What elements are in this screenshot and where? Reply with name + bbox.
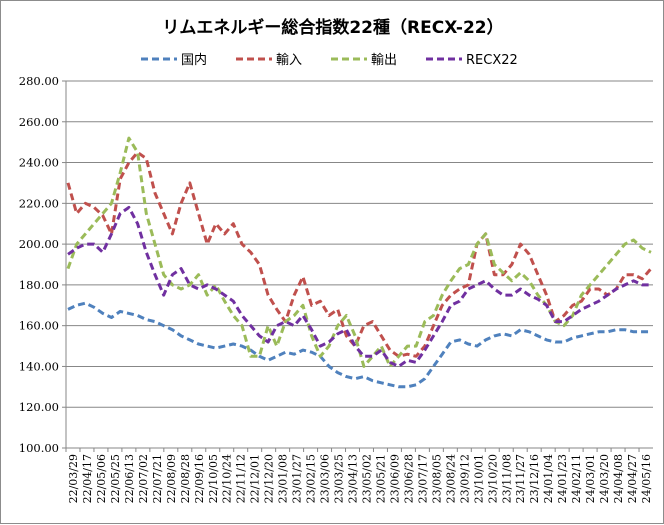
x-tick-label: 23/05/21 <box>374 454 387 503</box>
x-tick-label: 22/06/13 <box>123 454 136 503</box>
x-tick-label: 24/02/11 <box>570 454 583 503</box>
x-tick-label: 22/12/01 <box>249 454 262 503</box>
x-tick-label: 23/08/05 <box>430 454 443 503</box>
x-tick-label: 24/03/20 <box>598 454 611 503</box>
legend: 国内 輸入 輸出 RECX22 <box>141 52 518 68</box>
series-lines <box>66 136 653 389</box>
x-tick-label: 22/09/16 <box>193 454 206 503</box>
x-tick-label: 24/03/01 <box>584 454 597 503</box>
x-tick-label: 22/05/06 <box>95 454 108 503</box>
x-tick-label: 23/05/02 <box>360 454 373 503</box>
x-tick-label: 24/04/08 <box>612 454 625 503</box>
x-tick-label: 23/10/20 <box>486 454 499 503</box>
series-line-0 <box>67 301 651 389</box>
chart-title: リムエネルギー総合指数22種（RECX-22） <box>162 17 503 38</box>
x-tick-label: 23/04/13 <box>347 454 360 503</box>
x-tick-label: 23/08/24 <box>444 454 457 503</box>
series-line-1 <box>66 150 653 358</box>
x-tick-label: 23/07/17 <box>416 454 429 503</box>
y-tick-label: 100.00 <box>19 441 59 455</box>
x-tick-label: 23/03/06 <box>319 454 332 503</box>
x-tick-label: 23/01/08 <box>277 454 290 503</box>
y-tick-label: 180.00 <box>19 278 59 292</box>
y-tick-label: 220.00 <box>19 196 59 210</box>
x-tick-label: 23/10/01 <box>472 454 485 503</box>
x-tick-label: 22/11/12 <box>235 454 248 503</box>
x-tick-label: 24/05/16 <box>640 454 653 503</box>
gridlines <box>66 80 653 449</box>
y-tick-label: 140.00 <box>19 359 59 373</box>
x-tick-label: 23/02/15 <box>305 454 318 503</box>
x-tick-label: 23/03/25 <box>333 454 346 503</box>
y-tick-label: 160.00 <box>19 319 59 333</box>
y-axis-ticks: 100.00 120.00 140.00 160.00 180.00 200.00 220.… <box>19 74 66 455</box>
x-tick-label: 22/05/25 <box>109 454 122 503</box>
x-tick-label: 22/10/24 <box>221 454 234 503</box>
x-tick-label: 22/10/05 <box>207 454 220 503</box>
x-tick-label: 22/08/28 <box>179 454 192 503</box>
x-tick-label: 23/01/27 <box>291 454 304 503</box>
x-tick-label: 22/12/20 <box>263 454 276 503</box>
legend-label: 輸入 <box>276 53 302 68</box>
x-tick-label: 23/11/08 <box>500 454 513 503</box>
legend-label: RECX22 <box>466 53 518 68</box>
x-tick-label: 22/08/09 <box>165 454 178 503</box>
x-tick-label: 22/07/21 <box>151 454 164 503</box>
x-tick-label: 24/01/04 <box>542 454 555 503</box>
x-tick-label: 23/06/09 <box>388 454 401 503</box>
y-tick-label: 120.00 <box>19 400 59 414</box>
y-tick-label: 200.00 <box>19 237 59 251</box>
legend-label: 輸出 <box>371 53 397 68</box>
series-line-3 <box>67 205 651 368</box>
x-tick-label: 22/07/02 <box>137 454 150 503</box>
x-tick-label: 24/01/23 <box>556 454 569 503</box>
y-tick-label: 280.00 <box>19 74 59 88</box>
legend-label: 国内 <box>181 52 207 68</box>
x-tick-label: 22/03/29 <box>67 454 80 503</box>
x-tick-label: 23/11/27 <box>514 454 527 503</box>
x-tick-label: 23/06/28 <box>402 454 415 503</box>
y-tick-label: 260.00 <box>19 115 59 129</box>
y-tick-label: 240.00 <box>19 156 59 170</box>
x-axis-ticks: 22/03/29 22/04/17 22/05/06 22/05/25 22/06/13… <box>65 448 653 503</box>
x-tick-label: 24/04/27 <box>626 454 639 503</box>
x-tick-label: 22/04/17 <box>81 454 94 503</box>
x-tick-label: 23/12/16 <box>528 454 541 503</box>
x-tick-label: 23/09/12 <box>458 454 471 503</box>
